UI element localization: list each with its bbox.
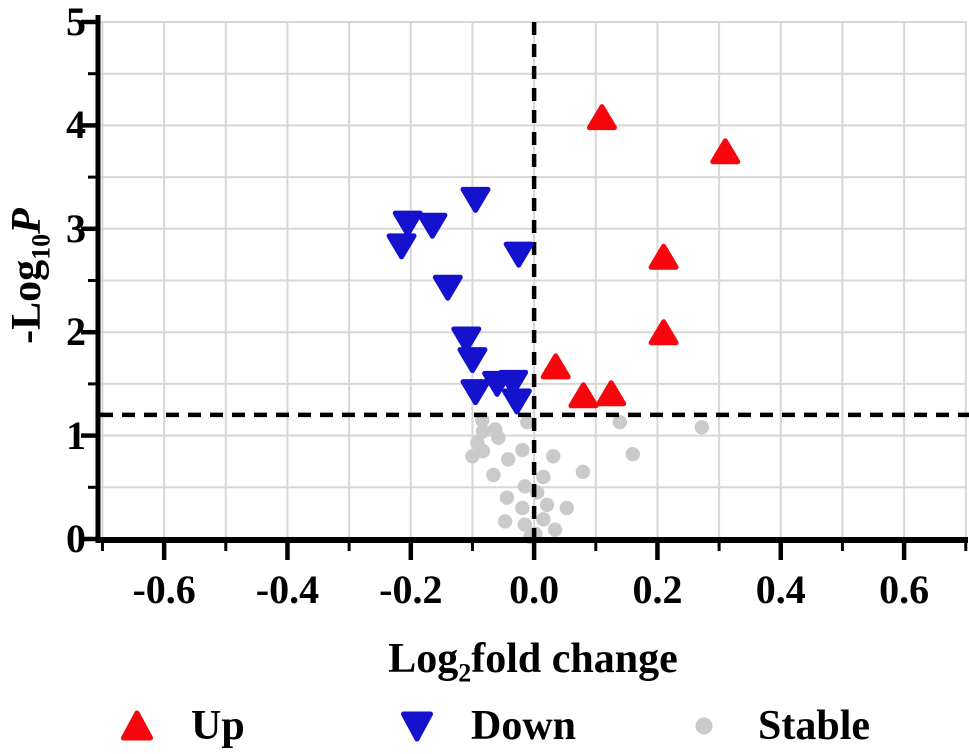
marker-down [501,388,532,415]
legend-label-stable: Stable [758,703,871,749]
up-triangle-icon [121,710,153,741]
marker-stable [536,469,551,485]
marker-stable [547,522,563,537]
legend-item-up: Up [115,698,245,754]
marker-up [596,380,627,407]
marker-up [710,138,741,165]
legend: Up Down Stable [0,698,969,754]
marker-up [648,243,679,270]
x-tick-label: -0.4 [255,567,320,612]
y-axis-title: -Log10P [4,208,55,344]
marker-stable [612,414,628,430]
marker-stable [486,467,501,483]
marker-down [386,233,417,260]
x-tick-label: 0.2 [632,567,683,612]
legend-item-down: Down [395,698,576,754]
x-tick-label: 0.4 [755,567,806,612]
marker-down [392,210,423,237]
marker-down [451,326,482,353]
x-tick-label: 0.0 [509,567,560,612]
marker-stable [559,500,574,516]
y-axis-title-italic: P [4,208,50,234]
y-tick-label: 2 [66,309,86,355]
marker-down [417,212,448,239]
marker-down [432,274,463,301]
marker-down [503,241,534,268]
circle-icon [695,717,713,735]
y-tick-label: 1 [66,412,86,458]
marker-stable [625,447,640,462]
y-tick-label: 4 [66,102,86,148]
legend-item-stable: Stable [682,698,870,754]
marker-stable [536,512,551,527]
legend-label-up: Up [191,703,245,749]
x-axis-title-suffix: fold change [471,636,678,682]
marker-stable [515,442,530,458]
marker-stable [501,452,516,467]
marker-stable [517,479,533,494]
marker-stable [499,490,515,505]
x-axis-title-sub: 2 [458,658,472,688]
marker-stable [546,449,561,464]
marker-up [586,104,617,131]
marker-stable [520,414,535,430]
marker-up [540,353,571,380]
marker-down [460,186,491,213]
x-tick-label: -0.2 [379,567,443,612]
marker-stable [517,517,533,532]
y-axis-title-sub: 10 [26,233,56,260]
marker-down [460,379,491,406]
x-tick-label: 0.6 [879,567,930,612]
marker-stable [497,514,513,529]
legend-label-down: Down [471,703,577,749]
marker-stable [539,497,555,513]
marker-stable [491,430,506,445]
marker-stable [575,464,591,479]
y-tick-label: 0 [66,516,86,561]
x-axis-title-text: Log [388,636,459,682]
y-tick-label: 5 [66,0,86,44]
marker-up [648,319,679,346]
marker-stable [465,449,480,464]
x-tick-label: -0.6 [132,567,196,612]
x-axis-title: Log2fold change [388,636,678,686]
marker-up [568,382,599,409]
y-axis-title-text: -Log [4,259,50,344]
down-triangle-icon [401,711,433,742]
marker-down [457,347,488,374]
marker-stable [694,420,710,435]
y-tick-label: 3 [66,205,86,251]
marker-down [498,369,529,396]
marker-stable [475,424,491,439]
marker-stable [515,500,530,516]
